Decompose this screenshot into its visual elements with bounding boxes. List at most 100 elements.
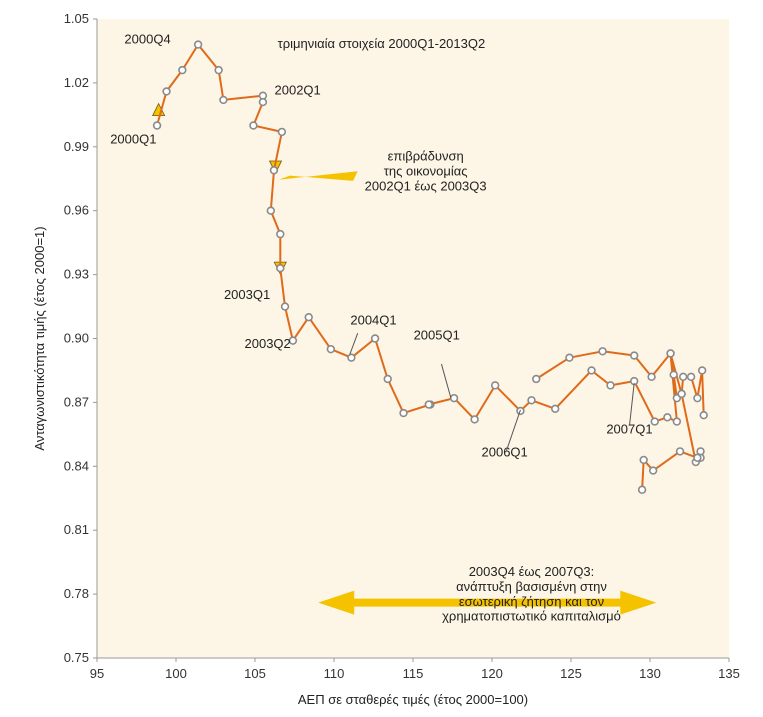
data-point (280, 302, 290, 311)
annotation-leader (440, 363, 452, 399)
data-point (647, 372, 656, 382)
data-point (587, 366, 596, 375)
annotation-label: 2004Q1 (350, 313, 396, 328)
data-point (276, 229, 285, 239)
data-point (650, 417, 659, 426)
data-point (675, 447, 685, 456)
annotation-label: εσωτερική ζήτηση και τον (459, 594, 604, 609)
data-point (214, 65, 223, 75)
data-point (288, 336, 298, 345)
y-tick-label: 0.99 (64, 139, 89, 154)
data-point (648, 466, 658, 475)
data-point (162, 87, 171, 96)
data-point (532, 374, 541, 384)
data-point (550, 404, 560, 413)
data-point (399, 408, 408, 418)
data-point (424, 400, 433, 409)
data-point (266, 206, 275, 215)
data-point (606, 381, 615, 390)
annotation-label: 2005Q1 (414, 328, 460, 343)
annotation-label: 2003Q2 (245, 336, 291, 351)
x-tick-label: 125 (560, 666, 582, 681)
chart-title: τριμηνιαία στοιχεία 2000Q1-2013Q2 (278, 36, 486, 51)
y-tick-label: 0.96 (64, 203, 89, 218)
data-point (449, 393, 459, 403)
annotation-label: 2000Q4 (124, 31, 170, 46)
data-point (219, 95, 228, 105)
growth-period-arrow (318, 590, 657, 615)
data-point (370, 334, 380, 343)
annotation-label: χρηματοπιστωτικό καπιταλισμό (442, 609, 621, 624)
annotation-leader (628, 383, 635, 426)
data-point (269, 166, 279, 175)
annotation-label: 2000Q1 (110, 132, 156, 147)
data-point (637, 485, 647, 494)
x-tick-label: 135 (718, 666, 740, 681)
x-tick-label: 120 (481, 666, 503, 681)
y-tick-label: 0.84 (64, 458, 89, 473)
x-axis-ticks: 95 100 105 110 115 120 125 130 135 (90, 658, 740, 681)
data-point (277, 127, 287, 137)
data-point (639, 455, 648, 465)
y-tick-label: 1.05 (64, 11, 89, 26)
annotation-label: ανάπτυξη βασισμένη στην (456, 579, 607, 594)
data-point (326, 344, 336, 354)
data-point (678, 372, 688, 382)
data-point (258, 97, 268, 107)
data-point (470, 415, 479, 424)
data-point (347, 353, 356, 362)
plot-background (97, 19, 729, 658)
data-point (693, 453, 702, 462)
y-tick-label: 0.75 (64, 650, 89, 665)
y-axis-title: Ανταγωνιστικότητα τιμής (έτος 2000=1) (32, 226, 47, 450)
data-point (697, 366, 707, 375)
y-tick-label: 0.81 (64, 522, 89, 537)
annotation-label: της οικονομίας (384, 164, 468, 179)
y-tick-label: 0.78 (64, 586, 89, 601)
x-tick-label: 115 (403, 666, 424, 681)
data-point (249, 121, 258, 130)
annotation-leader (505, 409, 521, 452)
y-tick-label: 0.93 (64, 267, 89, 282)
data-point (178, 65, 187, 75)
data-point (490, 381, 500, 390)
data-point (693, 393, 702, 403)
x-tick-label: 100 (165, 666, 187, 681)
slowdown-arrow (278, 171, 358, 181)
x-tick-label: 95 (90, 666, 104, 681)
x-tick-label: 130 (639, 666, 661, 681)
y-tick-label: 0.87 (64, 394, 89, 409)
data-point (686, 372, 696, 382)
annotation-label: 2002Q1 (275, 83, 321, 98)
annotation-label: επιβράδυνση (388, 149, 464, 164)
series-markers (152, 40, 708, 494)
y-axis-ticks: 0.75 0.78 0.81 0.84 0.87 0.90 0.93 0.96 0.99 1.02… (64, 11, 97, 665)
annotation-label: 2007Q1 (606, 421, 652, 436)
data-point (699, 410, 708, 420)
data-point (663, 413, 672, 422)
annotation-label: 2002Q1 έως 2003Q3 (365, 178, 487, 193)
annotation-label: 2003Q1 (224, 287, 270, 302)
annotation-label: 2006Q1 (482, 445, 528, 460)
data-point (666, 349, 675, 358)
x-tick-label: 110 (324, 666, 345, 681)
data-point (672, 417, 682, 426)
data-point (669, 370, 678, 379)
data-point (193, 40, 203, 49)
data-point (304, 313, 313, 322)
data-point (527, 396, 536, 405)
x-axis-title: ΑΕΠ σε σταθερές τιμές (έτος 2000=100) (298, 692, 528, 707)
data-point (565, 353, 574, 362)
data-point (677, 389, 686, 399)
data-point (152, 121, 162, 130)
annotation-leader (349, 333, 359, 355)
y-tick-label: 1.02 (64, 75, 89, 90)
data-point (383, 374, 392, 384)
data-point (629, 351, 639, 360)
annotation-label: 2003Q4 έως 2007Q3: (469, 564, 595, 579)
y-tick-label: 0.90 (64, 331, 89, 346)
x-tick-label: 105 (244, 666, 266, 681)
data-point (598, 347, 607, 356)
